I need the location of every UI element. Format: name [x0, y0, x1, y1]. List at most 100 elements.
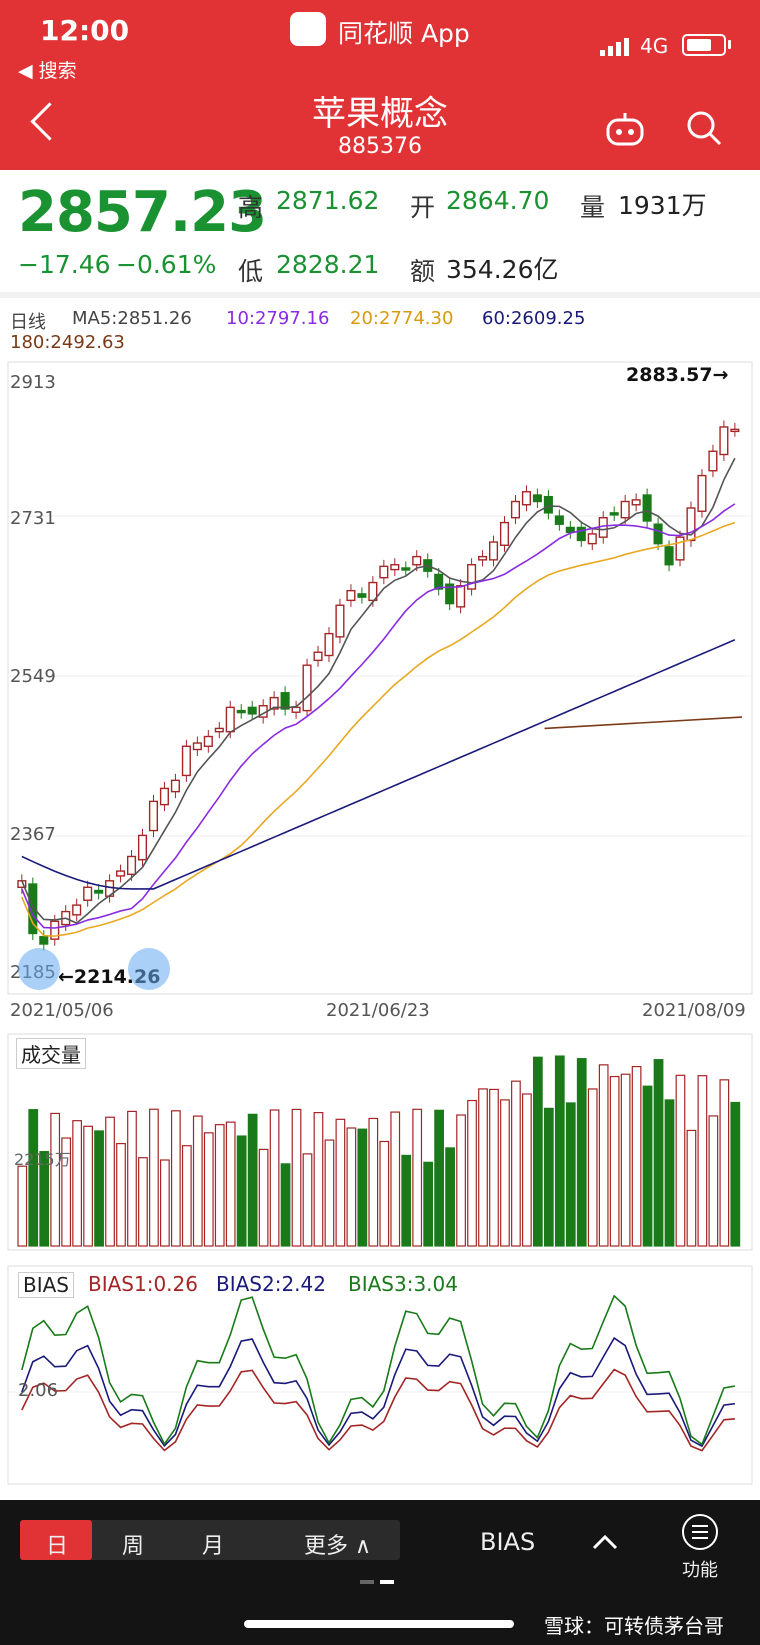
volume-bar [39, 1151, 50, 1247]
price-panel-frame [7, 361, 753, 995]
volume-title[interactable]: 成交量 [16, 1038, 86, 1069]
signal-icon [600, 38, 629, 56]
amount-label: 额 [410, 257, 436, 286]
tab-day-bg [20, 1520, 92, 1560]
candle-body [510, 500, 521, 519]
battery-tip [728, 40, 731, 49]
volume-bar [181, 1145, 192, 1247]
ma60-legend: 60:2609.25 [482, 308, 586, 329]
volume-bar [598, 1064, 609, 1247]
volume-bar [653, 1059, 664, 1247]
volume-bar [324, 1139, 335, 1247]
tab-day[interactable]: 日 [46, 1534, 69, 1559]
volume-bar [401, 1154, 412, 1247]
crosshair-handle-left[interactable] [18, 948, 60, 990]
x-tick-mid: 2021/06/23 [326, 1000, 430, 1021]
volume-bar [61, 1137, 72, 1247]
tab-month[interactable]: 月 [202, 1534, 225, 1559]
menu-icon[interactable] [680, 1512, 720, 1552]
volume-bar [532, 1056, 543, 1247]
candle-body [532, 494, 542, 503]
volume-bar [269, 1109, 280, 1247]
volume-bar [357, 1128, 368, 1247]
crosshair-handle-right[interactable] [128, 948, 170, 990]
candle-body [488, 541, 499, 561]
candle-body [456, 585, 466, 608]
function-label[interactable]: 功能 [682, 1560, 718, 1581]
candle-body [664, 546, 674, 566]
volume-bar [160, 1159, 170, 1247]
volume-bar [511, 1080, 521, 1247]
ma5-line [21, 457, 736, 925]
candle-body [379, 565, 389, 579]
volume-bar [50, 1112, 61, 1247]
back-to-search-link[interactable]: ◀ 搜索 [18, 60, 77, 82]
bias2-legend: BIAS2:2.42 [216, 1272, 326, 1296]
candle-body [214, 727, 224, 733]
candle-body [83, 886, 93, 901]
volume-bar [379, 1140, 390, 1247]
candle-body [116, 870, 126, 877]
volume-bar [434, 1109, 445, 1247]
kline-chart[interactable] [0, 0, 760, 1500]
bias-panel-frame [7, 1265, 753, 1485]
volume-label: 量 [580, 193, 606, 222]
volume-bar [83, 1125, 93, 1247]
candle-body [313, 651, 323, 662]
x-tick-end: 2021/08/09 [642, 1000, 746, 1021]
candle-body [28, 883, 38, 935]
candle-body [620, 500, 630, 519]
volume-bar [489, 1088, 499, 1247]
candle-body [478, 555, 488, 561]
volume-panel-frame [7, 1033, 753, 1251]
candle-body [302, 664, 312, 712]
candle-body [598, 517, 608, 538]
candle-body [368, 581, 378, 602]
volume-bar [170, 1110, 181, 1247]
bias-title[interactable]: BIAS [18, 1272, 74, 1298]
candle-body [675, 536, 685, 561]
volume-bar [620, 1073, 631, 1247]
candle-body [708, 450, 718, 472]
tab-more[interactable]: 更多 ∧ [304, 1534, 372, 1559]
search-icon[interactable] [684, 108, 724, 148]
ma10-legend: 10:2797.16 [226, 308, 330, 329]
volume-bar [686, 1129, 697, 1247]
volume-bar [543, 1107, 554, 1247]
volume-bar [302, 1153, 313, 1247]
home-indicator [244, 1620, 514, 1628]
volume-axis-label: 2215万 [14, 1150, 71, 1169]
candle-body [324, 632, 334, 657]
volume-bar [390, 1111, 401, 1247]
candle-body [94, 889, 104, 894]
tab-week[interactable]: 周 [122, 1534, 145, 1559]
volume-bar [708, 1115, 719, 1247]
candle-body [697, 474, 707, 512]
indicator-selector[interactable]: BIAS [480, 1528, 536, 1556]
bias3-legend: BIAS3:3.04 [348, 1272, 458, 1296]
ma180-line [544, 716, 743, 730]
low-value: 2828.21 [276, 250, 380, 279]
candle-body [159, 787, 169, 806]
volume-bar [214, 1124, 225, 1247]
candle-body [346, 589, 356, 602]
volume-bar [664, 1099, 675, 1247]
y-tick-2549: 2549 [10, 666, 56, 687]
page-dot-1 [360, 1580, 374, 1584]
candle-body [170, 779, 180, 793]
volume-bar [445, 1147, 455, 1247]
candle-body [126, 855, 137, 876]
page-title: 苹果概念 [312, 94, 448, 134]
ma10-line [21, 503, 736, 929]
candle-body [609, 512, 619, 516]
period-label: 日线 [10, 312, 46, 333]
robot-icon[interactable] [604, 110, 646, 146]
stock-code: 885376 [338, 134, 422, 159]
volume-bar [127, 1110, 137, 1247]
candle-body [280, 692, 290, 710]
bias-tick: 2.06 [18, 1380, 59, 1401]
chevron-up-icon[interactable] [592, 1534, 618, 1550]
candle-body [576, 526, 586, 542]
volume-bar [94, 1130, 104, 1247]
volume-bar [642, 1085, 653, 1247]
